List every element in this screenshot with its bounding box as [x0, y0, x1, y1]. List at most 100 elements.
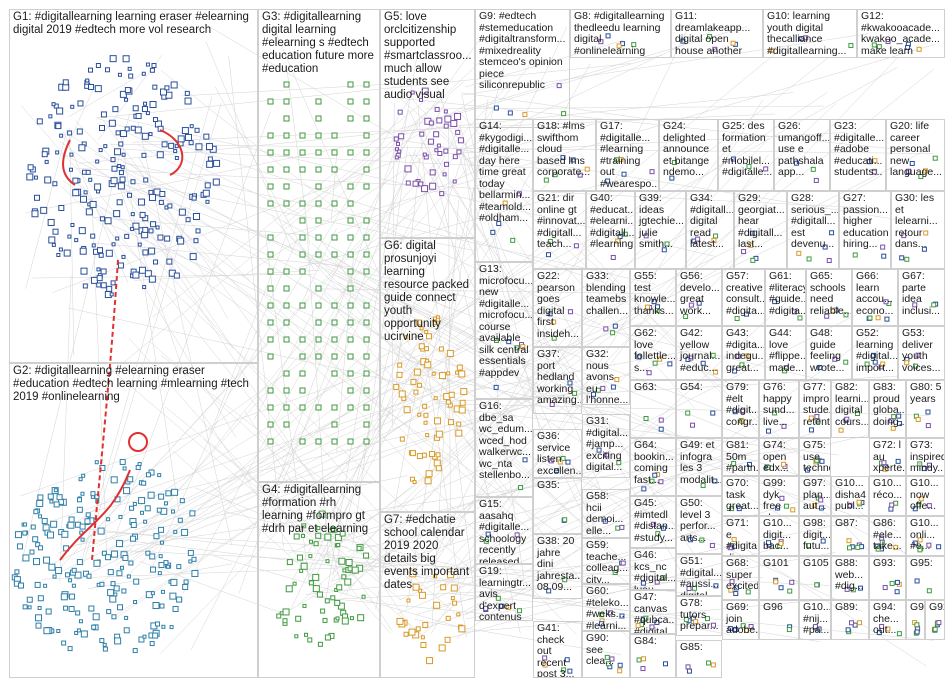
vertex-node	[439, 372, 447, 380]
group-box-g79: G79: #elt #digit... congr...	[722, 380, 759, 438]
vertex-node	[299, 234, 306, 241]
edge	[112, 538, 421, 577]
vertex-node	[97, 527, 105, 535]
vertex-node	[115, 236, 120, 241]
vertex-node	[363, 404, 370, 411]
vertex-node	[36, 118, 43, 125]
vertex-node	[848, 43, 854, 49]
vertex-node	[163, 560, 169, 566]
vertex-node	[814, 414, 820, 420]
vertex-node	[267, 98, 274, 105]
vertex-node	[347, 234, 354, 241]
vertex-node	[398, 390, 406, 398]
vertex-node	[412, 583, 420, 591]
group-label: G88: web... #dig...	[835, 557, 864, 592]
vertex-node	[133, 578, 140, 585]
group-box-g1: G1: #digitallearning learning eraser #el…	[9, 9, 258, 363]
vertex-node	[124, 615, 129, 620]
vertex-node	[609, 656, 615, 662]
vertex-node	[883, 299, 889, 305]
edge	[444, 349, 474, 584]
group-box-g45: G45: #imtedl #distan... #study...	[630, 496, 676, 548]
vertex-node	[347, 302, 354, 309]
edge	[318, 488, 345, 542]
vertex-node	[315, 251, 322, 258]
vertex-node	[117, 182, 125, 190]
edge	[312, 281, 463, 404]
vertex-node	[410, 378, 417, 385]
edge	[204, 23, 394, 136]
vertex-node	[514, 532, 520, 538]
vertex-node	[561, 111, 567, 117]
vertex-node	[316, 591, 323, 598]
vertex-node	[14, 531, 22, 539]
vertex-node	[456, 612, 461, 617]
vertex-node	[363, 336, 370, 343]
vertex-node	[267, 302, 274, 309]
vertex-node	[418, 591, 426, 599]
edge	[308, 259, 837, 384]
group-box-g46: G46: kcs_nc #digital... luau...	[630, 548, 676, 590]
vertex-node	[187, 549, 194, 556]
vertex-node	[133, 600, 138, 605]
vertex-node	[108, 119, 116, 127]
vertex-node	[307, 637, 313, 643]
vertex-node	[88, 605, 95, 612]
vertex-node	[406, 598, 411, 603]
vertex-node	[596, 447, 602, 453]
vertex-node	[363, 353, 370, 360]
vertex-node	[363, 183, 370, 190]
group-box-g92: G92:	[925, 600, 945, 640]
edge	[112, 175, 412, 629]
vertex-node	[283, 166, 290, 173]
vertex-node	[739, 362, 745, 368]
vertex-node	[854, 410, 860, 416]
vertex-node	[347, 566, 353, 572]
vertex-node	[117, 164, 122, 169]
edge	[289, 234, 649, 591]
vertex-node	[433, 601, 441, 609]
vertex-node	[413, 368, 421, 376]
vertex-node	[315, 353, 322, 360]
vertex-node	[304, 632, 309, 637]
vertex-node	[331, 200, 338, 207]
vertex-node	[881, 253, 887, 259]
vertex-node	[334, 533, 342, 541]
vertex-node	[680, 38, 686, 44]
group-label: G22: pearson goes digital first insideh.…	[537, 270, 580, 340]
vertex-node	[52, 574, 57, 579]
vertex-node	[315, 302, 322, 309]
group-label: G37: port hedland working amazing...	[537, 348, 582, 406]
vertex-node	[283, 149, 290, 156]
vertex-node	[140, 510, 145, 515]
vertex-node	[396, 141, 401, 146]
edge	[356, 279, 907, 554]
vertex-node	[880, 361, 886, 367]
vertex-node	[299, 568, 304, 573]
group-box-g2: G2: #digitallearning #elearning eraser #…	[9, 363, 258, 678]
group-box-g75: G75: use techno...	[799, 438, 831, 476]
vertex-node	[79, 247, 87, 255]
edge	[94, 81, 465, 387]
vertex-node	[619, 613, 625, 619]
vertex-node	[148, 228, 154, 234]
vertex-node	[149, 641, 155, 647]
edge	[462, 152, 613, 396]
group-label: G55: test knowle... thanks...	[634, 270, 676, 317]
vertex-node	[315, 285, 322, 292]
group-box-g15: G15: aasahq #digitalle... schoology rece…	[475, 497, 533, 564]
vertex-node	[293, 533, 300, 540]
group-box-g65: G65: schools need reliable...	[806, 269, 852, 326]
vertex-node	[546, 588, 552, 594]
edge	[444, 125, 923, 570]
vertex-node	[749, 230, 755, 236]
vertex-node	[41, 517, 48, 524]
vertex-node	[502, 200, 508, 206]
vertex-node	[728, 587, 734, 593]
group-label: G32: nous avons eu l'honne...	[586, 348, 629, 405]
group-label: G4: #digitallearning #formation #rh lear…	[262, 484, 369, 535]
edge	[161, 70, 360, 228]
group-box-g18: G18: #lms swifthom cloud based lms corpo…	[533, 119, 596, 191]
group-box-g51: G51: #digital... #aussi... digital...	[676, 554, 722, 596]
vertex-node	[814, 582, 820, 588]
